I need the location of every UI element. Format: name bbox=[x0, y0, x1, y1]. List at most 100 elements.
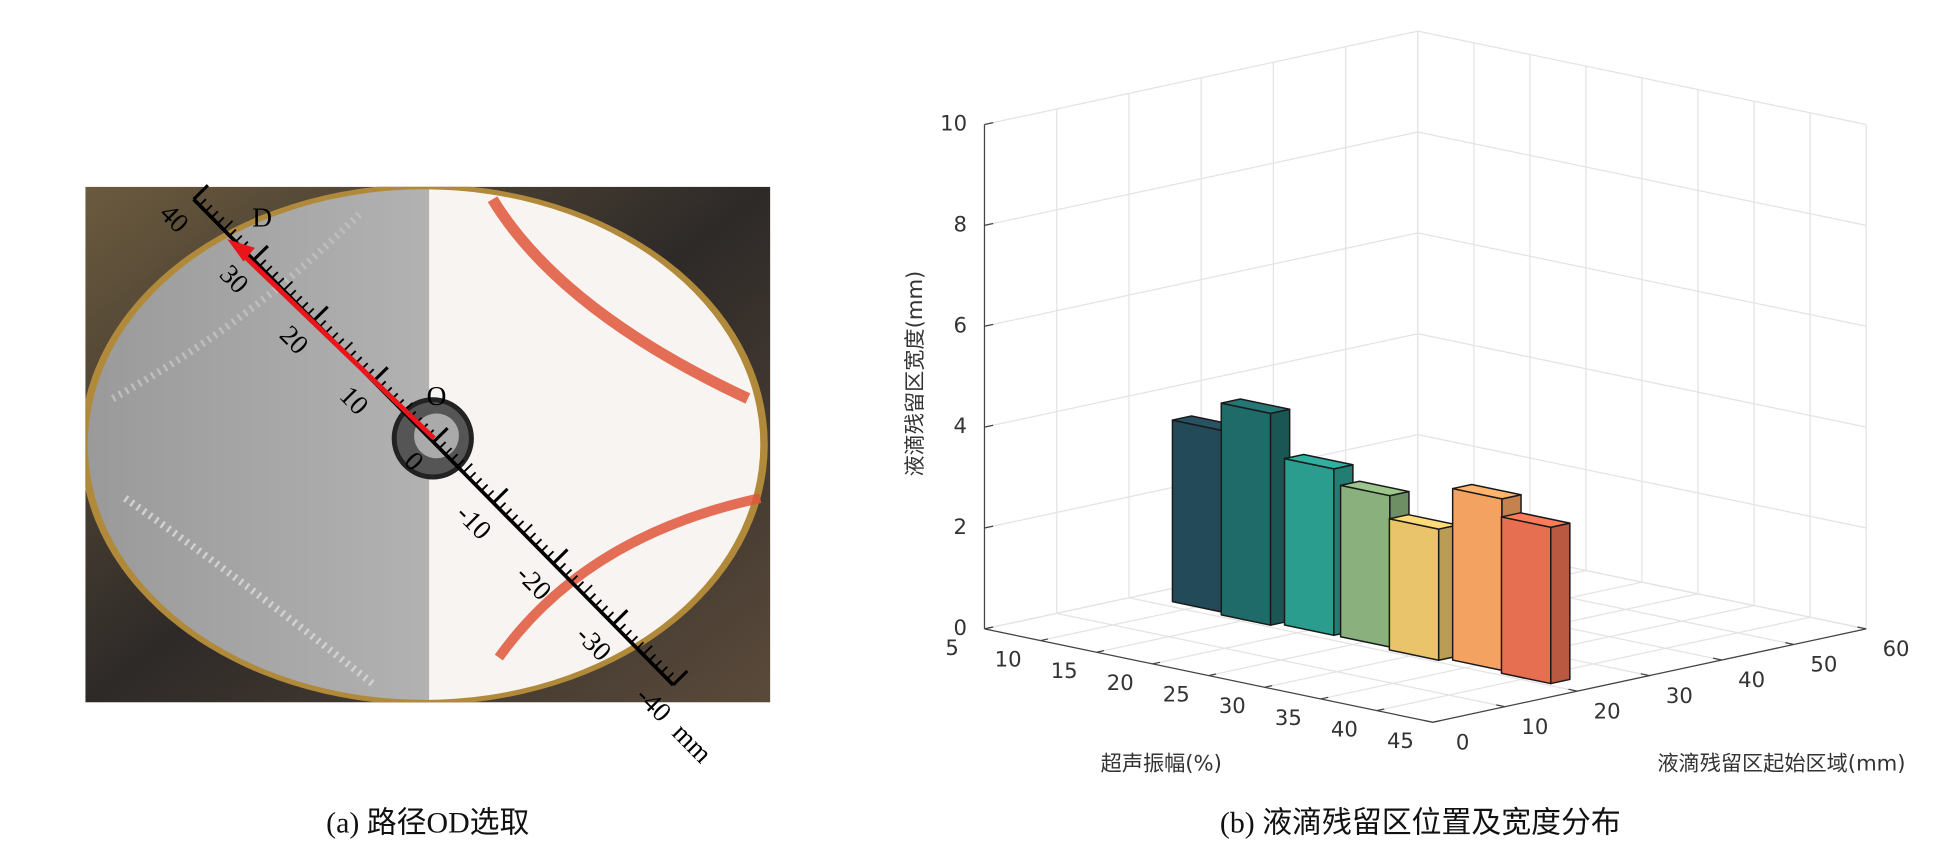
ruler-minor-tick bbox=[588, 593, 597, 601]
droplets bbox=[110, 209, 365, 402]
bar bbox=[1388, 513, 1459, 661]
bar3d-chart: 0 2 4 6 8 10 5 10 15 20 25 30 35 40 45 0 10 20 30 40 50 60 液滴残… bbox=[902, 30, 1910, 776]
x-tick bbox=[1208, 673, 1217, 677]
ruler-minor-tick bbox=[211, 210, 219, 219]
caption-a: (a) 路径OD选取 bbox=[326, 807, 529, 840]
bar bbox=[1500, 512, 1571, 685]
ruler-minor-tick bbox=[624, 629, 633, 638]
ruler-minor-tick bbox=[306, 307, 315, 316]
x-tick bbox=[1320, 696, 1329, 700]
x-tick bbox=[1432, 720, 1441, 723]
ruler-minor-tick bbox=[438, 441, 447, 449]
ruler-minor-tick bbox=[558, 562, 567, 571]
bar-top bbox=[1500, 512, 1571, 528]
ruler-minor-tick bbox=[516, 520, 525, 528]
x-tick-label: 15 bbox=[1051, 658, 1078, 683]
path-arrow bbox=[238, 249, 436, 441]
ruler-minor-tick bbox=[660, 666, 669, 674]
bar bbox=[1220, 398, 1291, 626]
ruler-major-tick bbox=[432, 426, 449, 444]
ruler-minor-tick bbox=[276, 277, 285, 285]
bar-front bbox=[1283, 457, 1335, 637]
x-tick-label: 30 bbox=[1219, 693, 1246, 718]
ruler-minor-tick bbox=[234, 234, 243, 243]
z-tick-label: 8 bbox=[954, 211, 967, 236]
ruler-minor-tick bbox=[504, 508, 513, 516]
bar-front bbox=[1339, 484, 1391, 648]
ruler-minor-tick bbox=[474, 477, 483, 486]
ruler-minor-tick bbox=[594, 599, 603, 607]
ruler-minor-tick bbox=[498, 502, 507, 510]
ruler-minor-tick bbox=[270, 271, 279, 279]
photo bbox=[85, 186, 771, 703]
ruler-minor-tick bbox=[456, 459, 465, 468]
ruler-minor-tick bbox=[528, 532, 537, 540]
z-tick-label: 0 bbox=[954, 615, 967, 640]
ruler-minor-tick bbox=[222, 220, 234, 231]
ruler-unit: mm bbox=[667, 717, 718, 768]
z-axis-title: 液滴残留区宽度(mm) bbox=[902, 271, 927, 477]
x-tick-label: 25 bbox=[1163, 682, 1190, 707]
ruler-minor-tick bbox=[205, 204, 213, 213]
hole-inner bbox=[414, 413, 459, 459]
y-tick-label: 50 bbox=[1810, 652, 1837, 677]
ruler-minor-tick bbox=[264, 265, 273, 273]
ruler-minor-tick bbox=[282, 280, 294, 291]
bar-front bbox=[1171, 419, 1223, 613]
bar-front bbox=[1220, 402, 1272, 626]
ruler-minor-tick bbox=[618, 623, 627, 631]
ruler-minor-tick bbox=[486, 489, 495, 498]
ruler-minor-tick bbox=[582, 584, 593, 595]
x-tick-label: 10 bbox=[995, 646, 1022, 671]
ruler-minor-tick bbox=[654, 659, 663, 668]
y-tick bbox=[1496, 704, 1506, 708]
ruler-minor-tick bbox=[199, 198, 207, 206]
z-tick bbox=[984, 323, 994, 327]
grid-line bbox=[1056, 612, 1506, 708]
streak bbox=[494, 493, 762, 661]
caption-b: (b) 液滴残留区位置及宽度分布 bbox=[1220, 807, 1621, 840]
ruler-minor-tick bbox=[636, 641, 645, 650]
y-tick bbox=[1568, 688, 1578, 692]
ruler-major-tick bbox=[672, 669, 689, 687]
x-tick-label: 45 bbox=[1387, 728, 1414, 753]
ruler-minor-tick bbox=[510, 514, 519, 522]
y-tick-label: 30 bbox=[1666, 683, 1693, 708]
x-tick bbox=[984, 626, 993, 630]
bar-top bbox=[1451, 483, 1522, 500]
streak bbox=[487, 196, 751, 404]
ruler-minor-tick bbox=[468, 471, 477, 480]
x-tick bbox=[1040, 638, 1049, 642]
x-tick bbox=[1376, 708, 1385, 712]
plate-right bbox=[429, 189, 761, 700]
z-tick bbox=[984, 222, 994, 227]
x-tick bbox=[1152, 661, 1161, 665]
ruler-major-tick bbox=[252, 244, 269, 262]
ruler-minor-tick bbox=[318, 319, 327, 328]
ruler-minor-tick bbox=[600, 605, 609, 613]
z-tick bbox=[984, 424, 994, 428]
arrow-head bbox=[227, 239, 255, 262]
z-tick-label: 10 bbox=[940, 111, 967, 136]
ruler-minor-tick bbox=[570, 574, 579, 583]
ruler-minor-tick bbox=[564, 568, 573, 577]
ruler-minor-tick bbox=[300, 301, 309, 310]
bar-top bbox=[1283, 453, 1354, 470]
ruler-major-tick bbox=[192, 184, 209, 201]
x-axis-title: 超声振幅(%) bbox=[1101, 751, 1222, 776]
y-tick bbox=[1857, 626, 1867, 630]
ruler-minor-tick bbox=[576, 581, 585, 589]
ruler-major-tick bbox=[552, 548, 569, 565]
x-tick bbox=[1096, 650, 1105, 653]
ruler-minor-tick bbox=[444, 447, 453, 455]
z-tick-label: 4 bbox=[954, 413, 967, 438]
ruler-minor-tick bbox=[288, 289, 297, 298]
ruler-minor-tick bbox=[642, 645, 653, 656]
ruler-minor-tick bbox=[480, 483, 489, 492]
bar-front bbox=[1388, 518, 1440, 661]
z-tick bbox=[984, 122, 994, 126]
y-tick bbox=[1640, 673, 1650, 677]
y-tick bbox=[1423, 719, 1433, 723]
y-tick-label: 60 bbox=[1883, 636, 1910, 661]
y-tick-label: 40 bbox=[1738, 667, 1765, 692]
